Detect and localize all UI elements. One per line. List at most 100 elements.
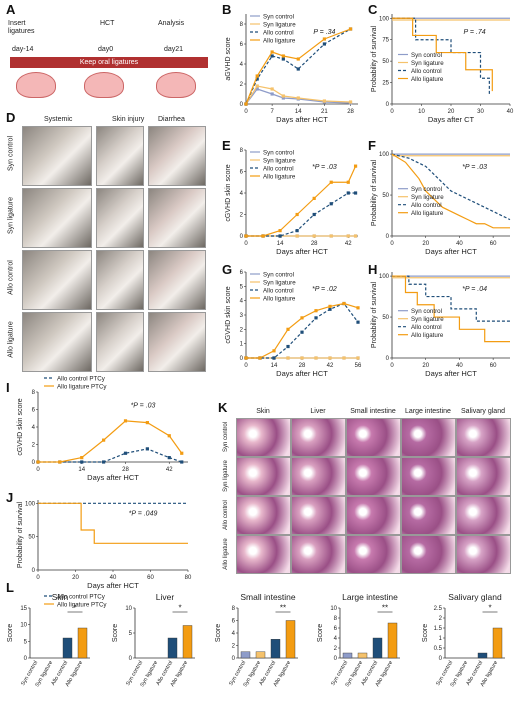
data-point-B-2-2 [270, 54, 274, 58]
photo-col-systemic: Systemic [44, 116, 73, 123]
y-tick-label-I-0: 0 [32, 460, 36, 466]
bar-y-tick-label-4-5: 2.5 [434, 606, 443, 612]
bar-y-tick-label-4-2: 1 [439, 636, 443, 642]
x-tick-label-J-1: 20 [72, 575, 79, 581]
data-point-E-3-3 [295, 212, 299, 217]
timeline-label-hct: HCT [100, 20, 115, 27]
bar-2-1 [255, 651, 266, 659]
ligature-bar: Keep oral ligatures [10, 57, 208, 68]
x-tick-label-J-3: 60 [147, 575, 154, 581]
bar-y-tick-label-0-1: 5 [24, 639, 28, 645]
y-tick-label-B-0: 0 [240, 102, 244, 108]
series-line-E-2 [246, 192, 356, 237]
y-tick-label-E-4: 8 [240, 148, 244, 154]
mouse-photo-0-0 [22, 126, 92, 186]
data-point-E-3-5 [329, 180, 333, 184]
y-tick-label-B-1: 2 [240, 82, 244, 88]
mouse-photo-2-1 [96, 250, 144, 310]
mouth-illustration-3 [156, 72, 196, 98]
panel-letter-k: K [218, 400, 228, 415]
annotation-I: *P = .03 [131, 402, 156, 409]
x-tick-label-F-0: 0 [390, 241, 394, 247]
data-point-I-0-5 [145, 447, 149, 451]
data-point-I-0-2 [80, 460, 84, 464]
photo-col-diarrhea: Diarrhea [158, 116, 185, 123]
y-label-E: cGVHD skin score [225, 164, 232, 221]
sig-marker-3: ** [382, 604, 388, 613]
y-tick-label-G-1: 1 [240, 342, 244, 348]
bar-y-tick-label-1-2: 10 [125, 606, 132, 612]
panel-letter-h: H [368, 262, 378, 277]
data-point-E-2-7 [353, 191, 358, 195]
panel-letter-a: A [6, 2, 16, 17]
legend-label-J-1: Allo ligature PTCy [57, 602, 107, 609]
data-point-I-1-3 [102, 438, 106, 442]
legend-label-C-0: Syn control [411, 52, 442, 59]
bar-y-tick-label-3-2: 4 [334, 636, 338, 642]
x-tick-label-I-3: 42 [166, 467, 173, 473]
data-point-E-1-7 [353, 234, 358, 238]
y-tick-label-B-3: 6 [240, 42, 244, 48]
photo-row-label-3: Allo ligature [7, 321, 15, 358]
legend-label-H-0: Syn control [411, 308, 442, 315]
timeline-day-zero: day0 [98, 46, 114, 53]
y-tick-label-E-1: 2 [240, 213, 244, 219]
data-point-B-2-1 [255, 77, 259, 81]
series-line-C-2 [392, 17, 490, 96]
bar-y-tick-label-3-3: 6 [334, 626, 338, 632]
panel-letter-l: L [6, 580, 14, 595]
histology-image-0-4 [456, 418, 511, 457]
bar-title-4: Salivary gland [448, 592, 502, 602]
legend-label-F-3: Allo ligature [411, 210, 444, 217]
histology-image-2-2 [346, 496, 401, 535]
data-point-G-1-8 [356, 356, 360, 360]
series-line-B-1 [245, 85, 351, 105]
histology-row-label-3: Allo ligature [223, 538, 229, 570]
mouth-illustration-2 [84, 72, 124, 98]
x-tick-label-I-1: 14 [78, 467, 85, 473]
annotation-J: *P = .049 [129, 510, 158, 517]
bar-1-3 [182, 625, 193, 659]
data-point-E-2-4 [312, 212, 316, 217]
annotation-B: P = .34 [313, 29, 335, 36]
data-point-E-1-3 [295, 234, 299, 238]
x-label-B: Days after HCT [276, 115, 328, 124]
y-tick-label-I-4: 8 [32, 390, 36, 396]
y-tick-label-C-1: 25 [382, 81, 389, 87]
histology-image-3-1 [291, 535, 346, 574]
y-tick-label-I-1: 2 [32, 443, 36, 449]
mouse-photo-0-2 [148, 126, 206, 186]
histology-image-1-4 [456, 457, 511, 496]
y-tick-label-B-4: 8 [240, 22, 244, 28]
data-point-G-1-3 [286, 356, 290, 360]
data-point-G-2-2 [272, 356, 276, 360]
x-tick-label-B-4: 28 [347, 109, 354, 115]
data-point-G-3-2 [272, 349, 276, 353]
mouse-photo-0-1 [96, 126, 144, 186]
x-tick-label-E-1: 14 [277, 241, 284, 247]
legend-label-F-0: Syn control [411, 186, 442, 193]
legend-label-G-1: Syn ligature [263, 280, 296, 287]
bar-title-0: Skin [52, 592, 69, 602]
x-tick-label-B-1: 7 [270, 109, 274, 115]
x-tick-label-G-1: 14 [271, 363, 278, 369]
histology-image-3-4 [456, 535, 511, 574]
photo-row-label-2: Allo control [7, 260, 15, 295]
y-tick-label-F-1: 50 [382, 193, 389, 199]
data-point-I-1-5 [145, 421, 149, 425]
y-tick-label-G-5: 5 [240, 284, 244, 290]
bar-y-tick-label-2-1: 2 [232, 644, 236, 650]
y-tick-label-C-2: 50 [382, 59, 389, 65]
y-label-G: cGVHD skin score [225, 286, 232, 343]
data-point-B-2-5 [322, 42, 326, 46]
x-tick-label-C-4: 40 [507, 109, 514, 115]
y-tick-label-G-6: 6 [240, 270, 244, 276]
histology-image-1-0 [236, 457, 291, 496]
data-point-B-0-1 [255, 87, 259, 91]
bar-y-tick-label-0-0: 0 [24, 656, 28, 662]
y-tick-label-F-0: 0 [386, 234, 390, 240]
data-point-B-3-0 [244, 102, 248, 106]
x-tick-label-B-0: 0 [244, 109, 248, 115]
annotation-C: P = .74 [464, 29, 486, 36]
histology-col-1: Liver [310, 408, 326, 415]
